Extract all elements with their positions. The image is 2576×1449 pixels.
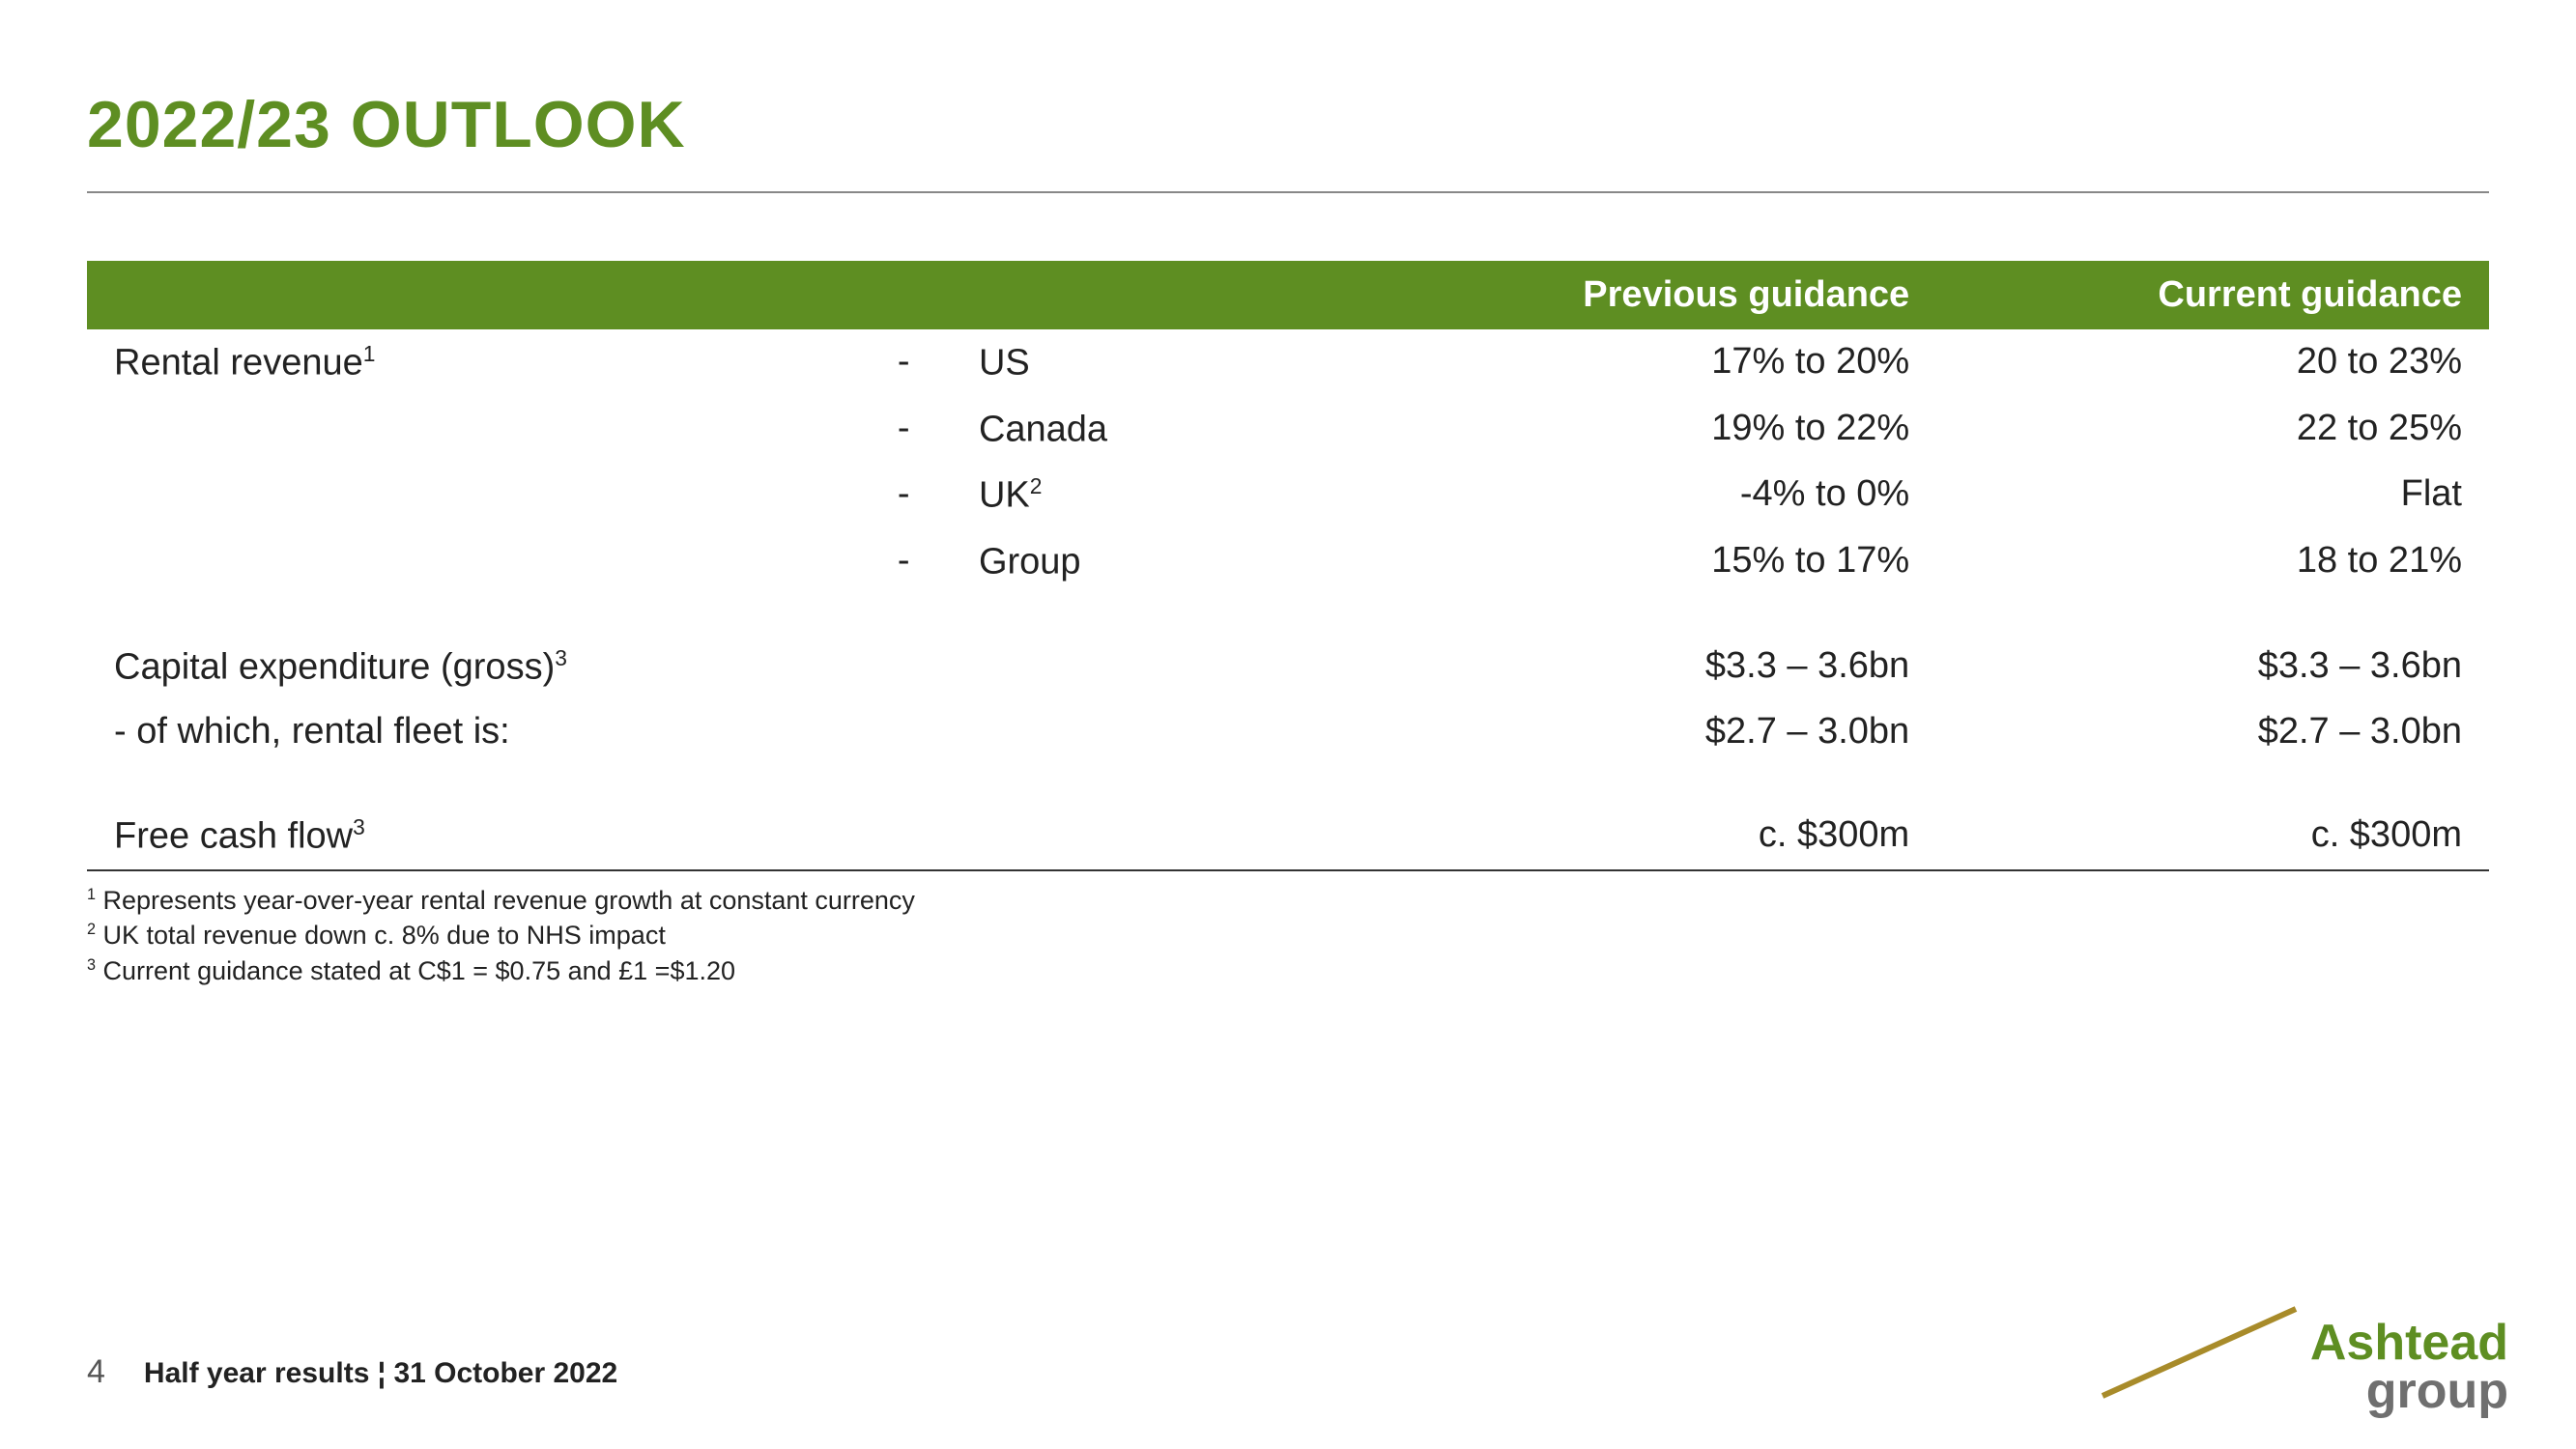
footer: 4 Half year results ¦ 31 October 2022 <box>87 1353 617 1391</box>
footnote-3: 3 Current guidance stated at C$1 = $0.75… <box>87 953 2489 988</box>
rental-sub-us: US <box>952 329 1384 396</box>
page-number: 4 <box>87 1353 105 1391</box>
footer-text: Half year results ¦ 31 October 2022 <box>144 1357 617 1390</box>
rental-fleet-label: - of which, rental fleet is: <box>87 699 1384 764</box>
dash-icon: - <box>856 462 952 528</box>
capex-label: Capital expenditure (gross)3 <box>87 634 1384 700</box>
outlook-table: Previous guidance Current guidance Renta… <box>87 261 2489 871</box>
header-blank-1 <box>87 261 856 329</box>
footnote-2: 2 UK total revenue down c. 8% due to NHS… <box>87 918 2489 952</box>
header-previous: Previous guidance <box>1384 261 1936 329</box>
rental-fleet-curr: $2.7 – 3.0bn <box>1936 699 2489 764</box>
rental-sub-group: Group <box>952 528 1384 595</box>
footnote-1: 1 Represents year-over-year rental reven… <box>87 883 2489 918</box>
rental-row-uk: - UK2 -4% to 0% Flat <box>87 462 2489 528</box>
fcf-label: Free cash flow3 <box>87 803 1384 870</box>
header-blank-2 <box>856 261 952 329</box>
capex-prev: $3.3 – 3.6bn <box>1384 634 1936 700</box>
rental-uk-curr: Flat <box>1936 462 2489 528</box>
rental-ca-curr: 22 to 25% <box>1936 396 2489 463</box>
rental-ca-prev: 19% to 22% <box>1384 396 1936 463</box>
rental-sub-uk: UK2 <box>952 462 1384 528</box>
dash-icon: - <box>856 396 952 463</box>
title-rule <box>87 191 2489 193</box>
rental-us-prev: 17% to 20% <box>1384 329 1936 396</box>
rental-row-group: - Group 15% to 17% 18 to 21% <box>87 528 2489 595</box>
rental-group-curr: 18 to 21% <box>1936 528 2489 595</box>
capex-row: Capital expenditure (gross)3 $3.3 – 3.6b… <box>87 634 2489 700</box>
rental-us-curr: 20 to 23% <box>1936 329 2489 396</box>
fcf-prev: c. $300m <box>1384 803 1936 870</box>
rental-fleet-row: - of which, rental fleet is: $2.7 – 3.0b… <box>87 699 2489 764</box>
header-blank-3 <box>952 261 1384 329</box>
rental-row-us: Rental revenue1 - US 17% to 20% 20 to 23… <box>87 329 2489 396</box>
company-logo: Ashtead group <box>2310 1320 2508 1415</box>
slide: 2022/23 OUTLOOK Previous guidance Curren… <box>0 0 2576 1449</box>
table-header-row: Previous guidance Current guidance <box>87 261 2489 329</box>
spacer-row <box>87 764 2489 803</box>
rental-label: Rental revenue1 <box>87 329 856 396</box>
footnotes: 1 Represents year-over-year rental reven… <box>87 883 2489 988</box>
fcf-row: Free cash flow3 c. $300m c. $300m <box>87 803 2489 870</box>
header-current: Current guidance <box>1936 261 2489 329</box>
rental-fleet-prev: $2.7 – 3.0bn <box>1384 699 1936 764</box>
rental-sub-canada: Canada <box>952 396 1384 463</box>
spacer-row <box>87 595 2489 634</box>
capex-curr: $3.3 – 3.6bn <box>1936 634 2489 700</box>
logo-line2: group <box>2366 1363 2508 1419</box>
dash-icon: - <box>856 528 952 595</box>
rental-row-canada: - Canada 19% to 22% 22 to 25% <box>87 396 2489 463</box>
dash-icon: - <box>856 329 952 396</box>
fcf-curr: c. $300m <box>1936 803 2489 870</box>
logo-text: Ashtead group <box>2310 1320 2508 1415</box>
slide-title: 2022/23 OUTLOOK <box>87 87 2489 162</box>
rental-group-prev: 15% to 17% <box>1384 528 1936 595</box>
logo-slash-icon <box>2093 1299 2305 1406</box>
rental-uk-prev: -4% to 0% <box>1384 462 1936 528</box>
